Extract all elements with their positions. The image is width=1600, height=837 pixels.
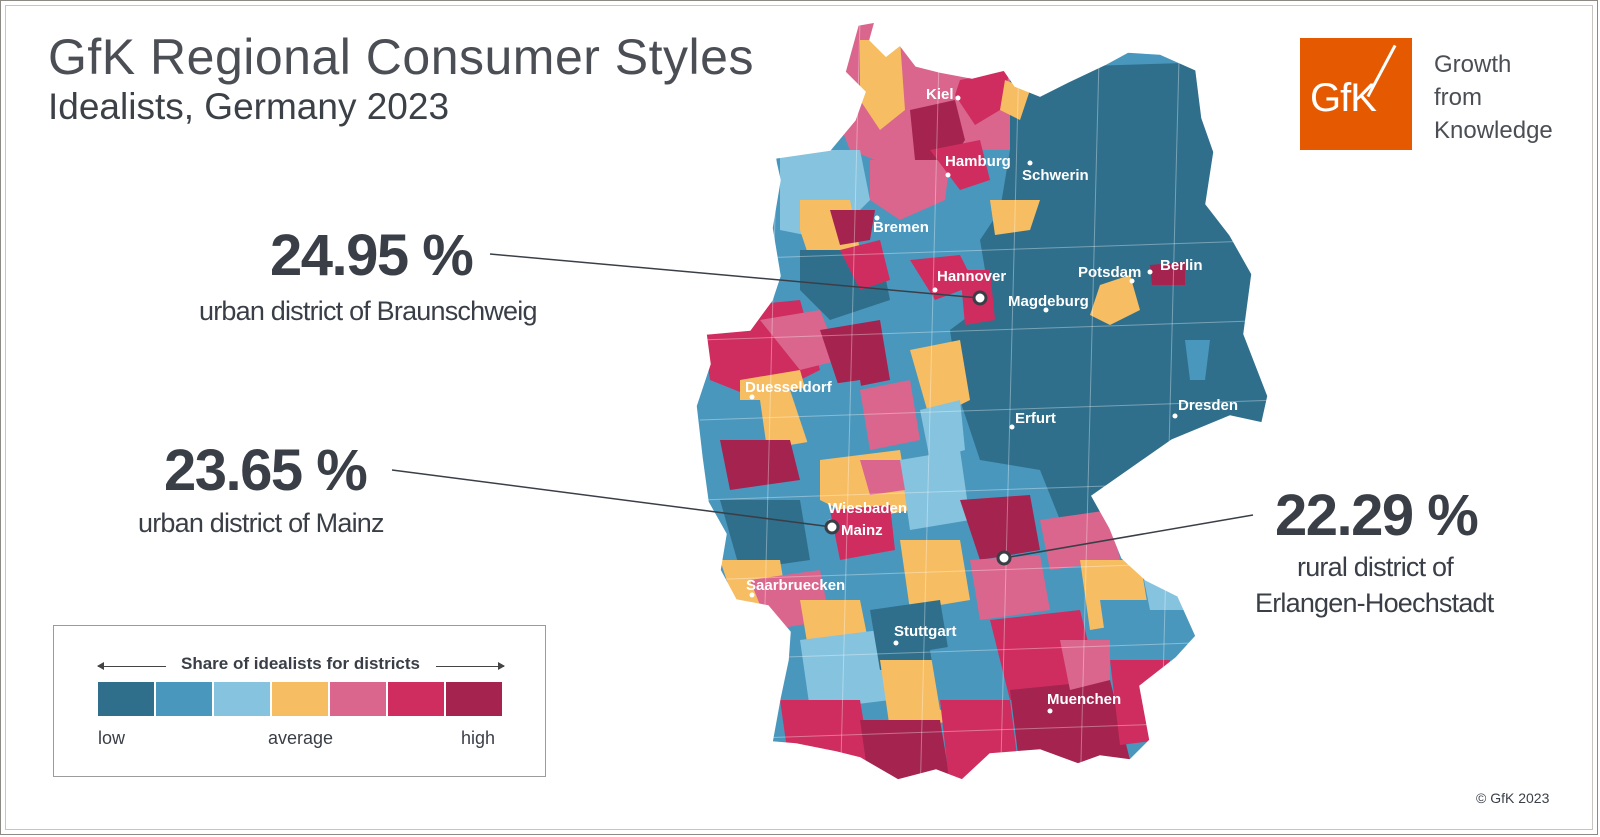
legend-high-label: high [461, 728, 496, 748]
legend-swatch-2 [156, 682, 212, 716]
city-dot-erfurt [1009, 424, 1015, 430]
legend-title: Share of idealists for districts [180, 654, 420, 673]
city-label-hamburg: Hamburg [945, 153, 1011, 170]
city-label-saarbruecken: Saarbruecken [746, 577, 845, 594]
leader-line-mainz [391, 469, 833, 528]
city-dot-magdeburg [1043, 307, 1049, 313]
tagline-line-2: from [1434, 84, 1482, 111]
tagline-line-3: Knowledge [1434, 117, 1553, 144]
page-title: GfK Regional Consumer Styles [48, 29, 754, 85]
city-dot-muenchen [1047, 708, 1053, 714]
city-dot-hannover [932, 287, 938, 293]
marker-mainz [824, 519, 840, 535]
callout-braunschweig-label: urban district of Braunschweig [199, 296, 537, 326]
inner-frame [5, 5, 1593, 830]
legend-swatch-1 [98, 682, 154, 716]
legend-swatch-3 [214, 682, 270, 716]
city-dot-berlin [1147, 269, 1153, 275]
city-label-magdeburg: Magdeburg [1008, 293, 1089, 310]
city-dot-dresden [1172, 413, 1178, 419]
callout-erlangen-label-line2: Erlangen-Hoechstadt [1255, 588, 1494, 618]
city-label-hannover: Hannover [937, 268, 1006, 285]
legend-swatch-5 [330, 682, 386, 716]
city-label-mainz: Mainz [841, 522, 883, 539]
city-label-berlin: Berlin [1160, 257, 1203, 274]
legend-arrow-right [436, 662, 505, 670]
city-label-potsdam: Potsdam [1078, 264, 1141, 281]
marker-erlangen [996, 550, 1012, 566]
legend-swatch-7 [446, 682, 502, 716]
city-label-erfurt: Erfurt [1015, 410, 1056, 427]
city-dot-potsdam [1129, 278, 1135, 284]
city-label-kiel: Kiel [926, 86, 954, 103]
city-labels: Kiel Hamburg Schwerin Bremen Hannover Po… [745, 86, 1238, 714]
callout-erlangen-label-line1: rural district of [1297, 552, 1454, 582]
city-dot-duesseldorf [749, 394, 755, 400]
city-label-duesseldorf: Duesseldorf [745, 379, 833, 396]
legend-swatch-4 [272, 682, 328, 716]
leader-line-erlangen [1003, 514, 1254, 559]
tagline-line-1: Growth [1434, 51, 1512, 78]
city-dot-hamburg [945, 172, 951, 178]
gfk-logo: GfK [1300, 38, 1412, 150]
city-label-dresden: Dresden [1178, 397, 1238, 414]
callout-mainz-label: urban district of Mainz [138, 508, 385, 538]
leader-line-braunschweig [489, 253, 981, 299]
legend-low-label: low [98, 728, 126, 748]
city-label-wiesbaden: Wiesbaden [828, 500, 907, 517]
legend-swatch-6 [388, 682, 444, 716]
city-dot-stuttgart [893, 640, 899, 646]
marker-braunschweig [972, 290, 988, 306]
city-dot-schwerin [1027, 160, 1033, 166]
germany-outline [695, 21, 1269, 781]
logo-tagline: Growth from Knowledge [1434, 48, 1553, 147]
legend-average-label: average [268, 728, 334, 748]
city-label-bremen: Bremen [873, 219, 929, 236]
legend-color-scale [98, 682, 502, 716]
city-label-muenchen: Muenchen [1047, 691, 1121, 708]
callout-leaders [391, 253, 1254, 566]
gfk-logo-text: GfK [1310, 76, 1377, 120]
callout-mainz-value: 23.65 % [164, 438, 368, 503]
legend-arrow-left [97, 662, 166, 670]
page-subtitle: Idealists, Germany 2023 [48, 86, 450, 127]
copyright: © GfK 2023 [1476, 790, 1550, 806]
city-label-schwerin: Schwerin [1022, 167, 1089, 184]
callout-braunschweig-value: 24.95 % [270, 223, 474, 288]
city-label-stuttgart: Stuttgart [894, 623, 957, 640]
city-dot-kiel [955, 95, 961, 101]
city-dot-saarbruecken [749, 592, 755, 598]
callout-erlangen-value: 22.29 % [1275, 483, 1479, 548]
legend: Share of idealists for districts low ave… [53, 625, 546, 777]
city-dot-bremen [874, 215, 880, 221]
